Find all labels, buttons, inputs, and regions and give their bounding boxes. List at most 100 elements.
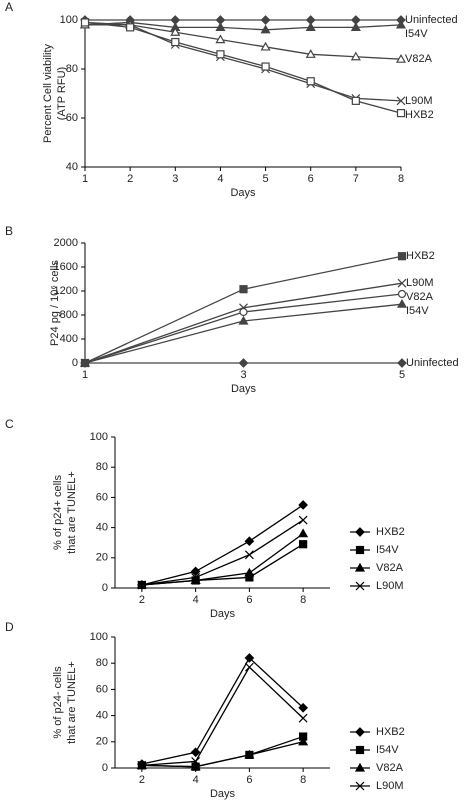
marker	[355, 727, 365, 737]
panel-letter: A	[5, 0, 13, 14]
y-tick-label: 40	[96, 522, 108, 534]
marker	[355, 781, 365, 791]
y-tick-label: 1200	[54, 285, 78, 297]
x-tick-label: 8	[300, 594, 306, 606]
series-line	[141, 666, 304, 767]
x-tick-label: 8	[300, 774, 306, 786]
x-tick-label: 2	[139, 594, 145, 606]
series-line	[141, 519, 304, 586]
series-label: Uninfected	[405, 14, 458, 26]
x-axis-label: Days	[210, 608, 236, 620]
y-tick-label: 1600	[54, 261, 78, 273]
marker	[239, 307, 248, 317]
x-tick-label: 4	[193, 594, 199, 606]
y-axis-label: Percent Cell viability	[42, 43, 54, 143]
marker	[298, 528, 309, 538]
marker	[260, 15, 271, 25]
x-axis-label: Days	[231, 383, 257, 395]
marker	[260, 41, 271, 51]
marker	[80, 18, 90, 27]
marker	[355, 545, 365, 555]
marker	[126, 23, 135, 32]
legend-label: I54V	[376, 744, 399, 756]
x-axis-label: Days	[230, 187, 256, 199]
marker	[350, 22, 361, 31]
y-axis-label: (ATP RFU)	[56, 67, 68, 120]
series-label: I54V	[405, 28, 428, 40]
marker	[396, 298, 408, 308]
series-line	[85, 24, 402, 60]
series-label: Uninfected	[406, 357, 459, 369]
marker	[397, 252, 407, 261]
panel-letter: B	[5, 224, 13, 238]
x-tick-label: 5	[263, 173, 269, 185]
y-axis-label: that are TUNEL+	[66, 661, 78, 744]
marker	[170, 27, 181, 36]
marker	[216, 50, 225, 59]
y-axis-label: that are TUNEL+	[66, 471, 78, 554]
y-tick-label: 0	[102, 582, 108, 594]
marker	[350, 51, 361, 61]
marker	[298, 736, 309, 746]
y-axis-label: % of p24+ cells	[52, 475, 64, 550]
marker	[396, 96, 406, 106]
y-tick-label: 400	[60, 333, 78, 345]
y-axis-label: P24 pg / 10⁶ cells	[49, 260, 61, 346]
y-tick-label: 60	[96, 491, 108, 503]
y-tick-label: 80	[96, 461, 108, 473]
x-tick-label: 6	[308, 173, 314, 185]
marker	[191, 573, 201, 582]
series-line	[141, 735, 304, 768]
marker	[190, 761, 201, 771]
y-tick-label: 80	[96, 657, 108, 669]
y-tick-label: 60	[96, 683, 108, 695]
series-line	[84, 21, 402, 31]
legend-label: HXB2	[376, 726, 405, 738]
marker	[298, 713, 308, 723]
series-line	[84, 293, 403, 364]
legend-label: L90M	[376, 780, 404, 792]
marker	[137, 760, 147, 770]
x-tick-label: 7	[353, 173, 359, 185]
panel-letter: C	[5, 417, 14, 431]
marker	[244, 550, 254, 560]
y-tick-label: 20	[96, 736, 108, 748]
series-line	[141, 533, 304, 586]
series-line	[84, 21, 402, 114]
marker	[215, 22, 226, 31]
y-tick-label: 100	[60, 14, 78, 26]
marker	[397, 358, 407, 368]
marker	[299, 540, 308, 549]
marker	[261, 62, 270, 71]
legend-label: V82A	[376, 562, 404, 574]
x-tick-label: 2	[139, 774, 145, 786]
marker	[395, 19, 407, 29]
marker	[238, 358, 249, 368]
series-label: I54V	[406, 305, 429, 317]
marker	[351, 96, 360, 105]
series-line	[84, 21, 402, 102]
x-tick-label: 6	[246, 594, 252, 606]
y-tick-label: 100	[90, 631, 108, 643]
marker	[244, 653, 255, 663]
x-tick-label: 1	[82, 173, 88, 185]
y-tick-label: 20	[96, 552, 108, 564]
marker	[305, 49, 316, 58]
marker	[355, 745, 365, 755]
x-tick-label: 8	[398, 173, 404, 185]
y-tick-label: 800	[60, 309, 78, 321]
legend-label: L90M	[376, 580, 404, 592]
marker	[260, 24, 271, 34]
x-tick-label: 2	[127, 173, 133, 185]
x-tick-label: 5	[399, 369, 405, 381]
marker	[397, 289, 407, 299]
y-axis-label: % of p24- cells	[52, 666, 64, 739]
x-tick-label: 4	[217, 173, 223, 185]
marker	[239, 285, 248, 294]
marker	[190, 747, 201, 758]
marker	[171, 37, 180, 47]
x-tick-label: 6	[246, 774, 252, 786]
marker	[137, 580, 147, 590]
marker	[244, 536, 255, 547]
marker	[395, 53, 407, 63]
